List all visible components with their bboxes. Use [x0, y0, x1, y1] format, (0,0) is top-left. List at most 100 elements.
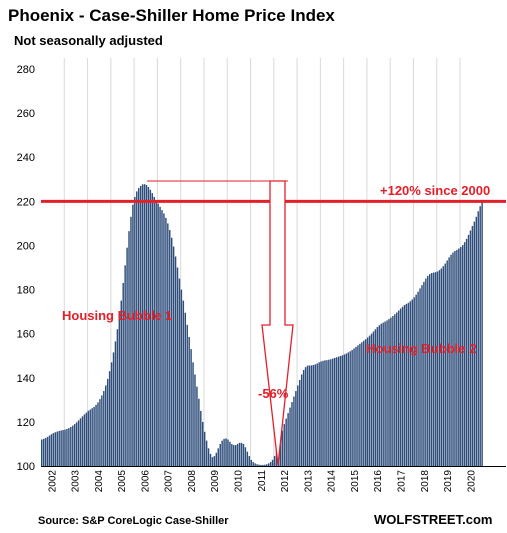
bar — [68, 428, 70, 466]
bar — [169, 230, 171, 466]
bar — [141, 184, 144, 466]
bar — [322, 360, 324, 466]
bar — [421, 285, 423, 466]
bar — [295, 391, 297, 466]
source-note: Source: S&P CoreLogic Case-Shiller — [38, 515, 229, 527]
bar — [285, 418, 287, 466]
bar — [423, 281, 425, 466]
y-tick-label: 140 — [17, 373, 35, 385]
bar — [112, 352, 115, 466]
annotation-bubble-2: Housing Bubble 2 — [366, 341, 477, 356]
bar — [116, 329, 119, 466]
bar — [267, 463, 270, 466]
bar — [108, 371, 111, 466]
bar — [79, 418, 82, 466]
x-tick-label: 2010 — [234, 470, 245, 493]
bar — [134, 196, 136, 466]
bar — [159, 206, 161, 466]
bar — [349, 351, 351, 466]
bar — [95, 404, 97, 466]
bar — [138, 188, 140, 467]
bar — [221, 440, 223, 466]
bar — [386, 320, 388, 466]
bar — [182, 300, 185, 466]
bar — [194, 374, 196, 466]
bar — [382, 322, 384, 466]
drop-arrow-shape — [261, 180, 294, 466]
bar — [357, 345, 359, 466]
bar — [70, 426, 72, 466]
x-tick-label: 2012 — [280, 470, 291, 493]
bar — [143, 184, 146, 467]
bar — [364, 339, 367, 466]
bar — [258, 464, 260, 466]
bar — [81, 416, 84, 466]
y-tick-label: 200 — [17, 240, 35, 252]
bar — [87, 410, 90, 466]
bar — [306, 365, 309, 466]
bar — [139, 185, 142, 466]
bar — [409, 301, 412, 466]
bar — [205, 440, 208, 466]
bar — [324, 360, 326, 466]
bar — [312, 364, 315, 466]
bar — [203, 431, 206, 466]
bar — [332, 358, 334, 466]
bar — [269, 462, 272, 466]
bar — [155, 200, 157, 467]
bar — [196, 386, 198, 466]
y-tick-label: 240 — [17, 152, 35, 164]
bar — [372, 331, 375, 466]
bar — [248, 456, 251, 466]
x-tick-label: 2013 — [303, 470, 314, 493]
bar — [244, 447, 247, 466]
bar — [405, 303, 408, 466]
bar — [167, 223, 169, 466]
bar — [297, 385, 299, 466]
bar — [429, 274, 431, 466]
bar — [89, 409, 91, 466]
y-tick-label: 160 — [17, 329, 35, 341]
bar — [299, 379, 301, 466]
bar — [343, 354, 346, 466]
bar — [48, 435, 51, 466]
bar — [132, 204, 134, 466]
bar — [149, 189, 152, 466]
x-tick-label: 2003 — [71, 470, 82, 493]
bar — [99, 399, 101, 466]
bar — [172, 246, 175, 466]
bar — [147, 187, 150, 466]
bar — [366, 337, 369, 466]
bar — [271, 459, 274, 466]
bar — [246, 451, 249, 466]
bar — [227, 439, 229, 466]
bar — [392, 316, 394, 466]
bar — [479, 206, 481, 466]
bar — [242, 443, 245, 466]
bar — [118, 316, 121, 466]
bar — [200, 410, 202, 466]
bar — [359, 343, 361, 466]
bar — [174, 256, 177, 466]
bar — [124, 265, 126, 466]
y-tick-label: 260 — [17, 108, 35, 120]
bar — [170, 237, 173, 466]
bar — [458, 248, 460, 466]
bar — [188, 336, 190, 466]
bar — [275, 450, 278, 466]
bar — [42, 438, 45, 466]
bar — [235, 445, 237, 466]
bar — [225, 438, 227, 466]
bar — [300, 374, 303, 466]
bar — [279, 437, 282, 466]
bar — [394, 314, 396, 466]
bar — [293, 396, 295, 466]
bar — [73, 424, 76, 466]
bar — [446, 260, 448, 466]
bar — [425, 278, 427, 466]
bar — [434, 272, 437, 466]
bar — [262, 464, 264, 466]
bar — [442, 266, 445, 466]
bar — [399, 308, 402, 466]
